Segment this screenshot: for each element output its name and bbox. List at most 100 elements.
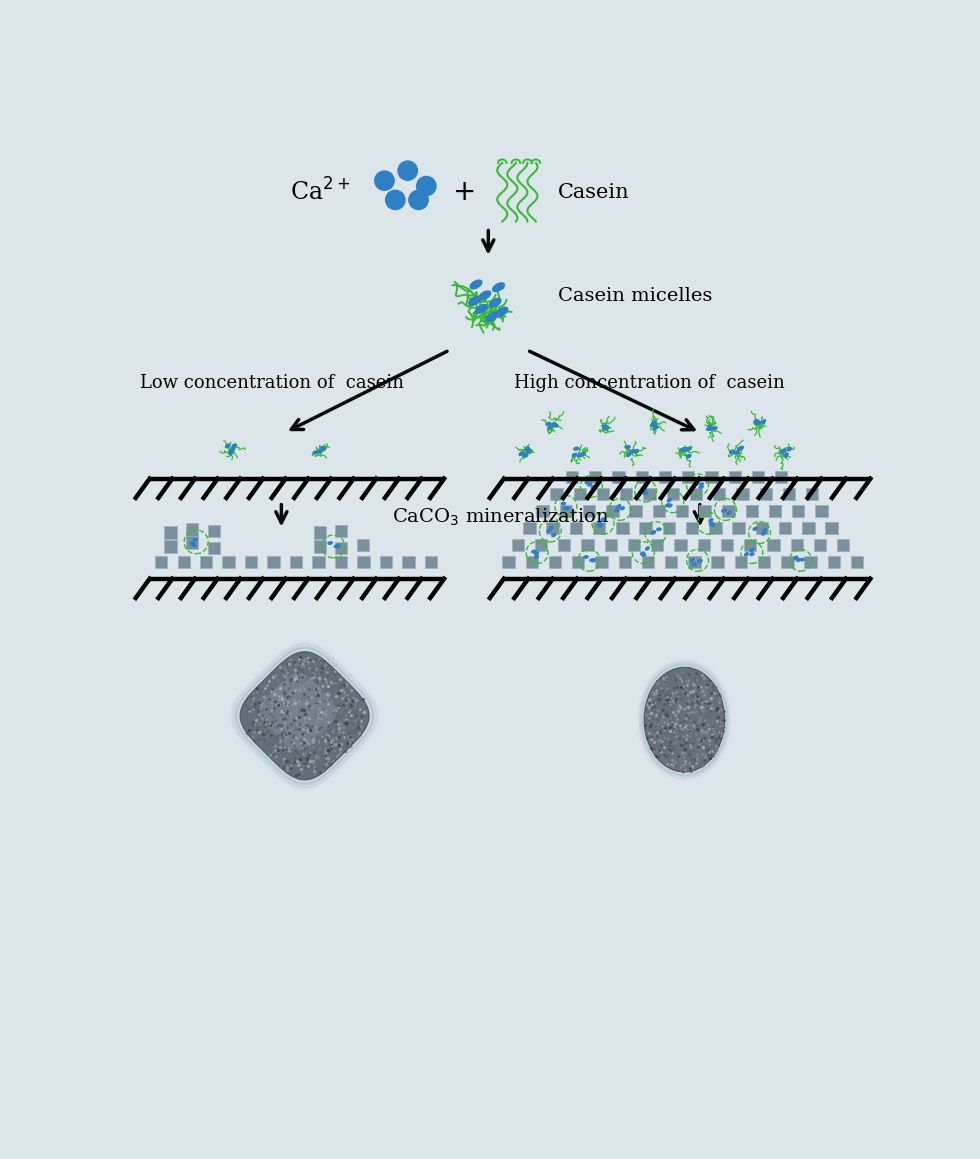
Polygon shape bbox=[260, 673, 337, 750]
Ellipse shape bbox=[617, 504, 620, 508]
FancyBboxPatch shape bbox=[335, 525, 347, 537]
Ellipse shape bbox=[700, 483, 704, 486]
Ellipse shape bbox=[574, 447, 578, 450]
Circle shape bbox=[398, 161, 417, 181]
FancyBboxPatch shape bbox=[659, 471, 671, 483]
Ellipse shape bbox=[192, 544, 196, 546]
Ellipse shape bbox=[590, 559, 594, 561]
Ellipse shape bbox=[580, 452, 585, 455]
FancyBboxPatch shape bbox=[628, 539, 640, 551]
FancyBboxPatch shape bbox=[357, 539, 368, 551]
Ellipse shape bbox=[686, 447, 690, 451]
FancyBboxPatch shape bbox=[525, 555, 538, 568]
Ellipse shape bbox=[634, 450, 639, 452]
Ellipse shape bbox=[784, 453, 788, 457]
Ellipse shape bbox=[496, 307, 508, 316]
FancyBboxPatch shape bbox=[713, 488, 725, 501]
FancyBboxPatch shape bbox=[177, 555, 190, 568]
FancyBboxPatch shape bbox=[688, 555, 701, 568]
Ellipse shape bbox=[565, 506, 569, 510]
Ellipse shape bbox=[614, 509, 618, 512]
Ellipse shape bbox=[756, 421, 760, 424]
Ellipse shape bbox=[652, 421, 656, 424]
FancyBboxPatch shape bbox=[815, 505, 828, 517]
Ellipse shape bbox=[739, 446, 744, 450]
FancyBboxPatch shape bbox=[569, 522, 582, 534]
FancyBboxPatch shape bbox=[769, 505, 781, 517]
FancyBboxPatch shape bbox=[706, 471, 717, 483]
Ellipse shape bbox=[707, 428, 710, 430]
FancyBboxPatch shape bbox=[736, 488, 749, 501]
Ellipse shape bbox=[584, 556, 588, 559]
FancyBboxPatch shape bbox=[208, 541, 220, 554]
Ellipse shape bbox=[562, 502, 565, 505]
Ellipse shape bbox=[548, 427, 552, 430]
FancyBboxPatch shape bbox=[643, 488, 656, 501]
Text: High concentration of  casein: High concentration of casein bbox=[514, 374, 785, 392]
Ellipse shape bbox=[313, 451, 318, 454]
Text: CaCO$_3$ mineralization: CaCO$_3$ mineralization bbox=[392, 506, 610, 527]
Ellipse shape bbox=[527, 450, 531, 453]
FancyBboxPatch shape bbox=[728, 471, 741, 483]
FancyBboxPatch shape bbox=[581, 539, 594, 551]
FancyBboxPatch shape bbox=[767, 539, 780, 551]
Ellipse shape bbox=[652, 531, 656, 534]
Ellipse shape bbox=[641, 552, 645, 555]
Ellipse shape bbox=[470, 280, 482, 289]
Ellipse shape bbox=[690, 559, 694, 562]
Ellipse shape bbox=[652, 531, 655, 534]
Ellipse shape bbox=[750, 553, 754, 555]
FancyBboxPatch shape bbox=[549, 555, 562, 568]
Ellipse shape bbox=[643, 487, 647, 490]
Ellipse shape bbox=[599, 524, 603, 527]
Ellipse shape bbox=[709, 428, 713, 430]
Ellipse shape bbox=[730, 450, 734, 453]
Ellipse shape bbox=[554, 424, 558, 427]
FancyBboxPatch shape bbox=[674, 539, 687, 551]
Ellipse shape bbox=[754, 527, 758, 530]
FancyBboxPatch shape bbox=[583, 505, 595, 517]
FancyBboxPatch shape bbox=[825, 522, 838, 534]
Ellipse shape bbox=[546, 422, 551, 425]
Ellipse shape bbox=[625, 446, 630, 449]
FancyBboxPatch shape bbox=[805, 555, 817, 568]
Polygon shape bbox=[644, 668, 724, 772]
Ellipse shape bbox=[657, 529, 661, 531]
Ellipse shape bbox=[692, 563, 696, 566]
FancyBboxPatch shape bbox=[200, 555, 213, 568]
FancyBboxPatch shape bbox=[698, 539, 710, 551]
FancyBboxPatch shape bbox=[721, 539, 733, 551]
FancyBboxPatch shape bbox=[165, 540, 176, 553]
Ellipse shape bbox=[190, 542, 194, 545]
Ellipse shape bbox=[800, 559, 805, 561]
Ellipse shape bbox=[334, 545, 338, 547]
Ellipse shape bbox=[787, 447, 792, 451]
FancyBboxPatch shape bbox=[806, 488, 818, 501]
FancyBboxPatch shape bbox=[290, 555, 302, 568]
Ellipse shape bbox=[225, 444, 230, 447]
FancyBboxPatch shape bbox=[551, 488, 563, 501]
FancyBboxPatch shape bbox=[642, 555, 654, 568]
Polygon shape bbox=[240, 651, 369, 780]
Ellipse shape bbox=[708, 425, 712, 429]
FancyBboxPatch shape bbox=[313, 555, 324, 568]
Ellipse shape bbox=[642, 554, 646, 556]
FancyBboxPatch shape bbox=[792, 505, 805, 517]
Ellipse shape bbox=[654, 425, 658, 429]
Ellipse shape bbox=[475, 305, 487, 313]
FancyBboxPatch shape bbox=[620, 488, 632, 501]
Circle shape bbox=[409, 190, 428, 210]
FancyBboxPatch shape bbox=[535, 539, 547, 551]
FancyBboxPatch shape bbox=[735, 555, 747, 568]
FancyBboxPatch shape bbox=[711, 555, 724, 568]
Ellipse shape bbox=[552, 533, 556, 537]
Text: +: + bbox=[454, 178, 476, 206]
Ellipse shape bbox=[738, 447, 742, 450]
FancyBboxPatch shape bbox=[502, 555, 514, 568]
Ellipse shape bbox=[603, 425, 607, 429]
Ellipse shape bbox=[524, 447, 529, 451]
FancyBboxPatch shape bbox=[208, 525, 220, 537]
FancyBboxPatch shape bbox=[245, 555, 258, 568]
Ellipse shape bbox=[687, 454, 691, 458]
Ellipse shape bbox=[698, 560, 702, 562]
